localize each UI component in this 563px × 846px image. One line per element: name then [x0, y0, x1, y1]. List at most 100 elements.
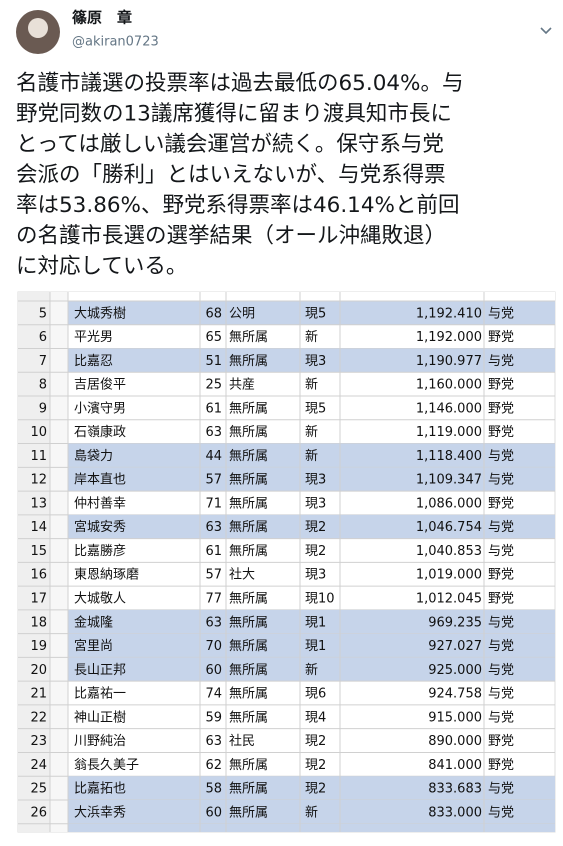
- cell: 無所属: [229, 782, 268, 797]
- cell: 現3: [305, 473, 326, 488]
- cell: 25: [205, 378, 222, 393]
- cell: 現4: [305, 710, 326, 725]
- cell: 1,119.000: [416, 425, 482, 440]
- cell: 野党: [488, 496, 514, 511]
- cell: 62: [205, 758, 222, 773]
- cell: 新: [305, 662, 318, 678]
- cell: 比嘉勝彦: [74, 543, 126, 559]
- user-handle[interactable]: @akiran0723: [72, 35, 159, 50]
- row-number: 7: [39, 354, 47, 369]
- cell: 969.235: [428, 615, 482, 630]
- cell: 925.000: [428, 663, 482, 678]
- cell: 現3: [305, 568, 326, 583]
- cell: 与党: [488, 687, 514, 702]
- cell: 社大: [229, 567, 255, 583]
- cell: 63: [205, 520, 222, 535]
- cell: 比嘉拓也: [74, 782, 126, 797]
- row-partial: [68, 823, 555, 832]
- cell: 915.000: [428, 710, 482, 725]
- row-highlight: [68, 799, 555, 824]
- cell: 与党: [488, 710, 514, 725]
- cell: 57: [205, 568, 222, 583]
- cell: 無所属: [229, 615, 268, 630]
- row-highlight: [68, 776, 555, 800]
- cell: 野党: [488, 592, 514, 607]
- cell: 63: [205, 615, 222, 630]
- cell: 新: [305, 804, 318, 820]
- cell: 833.683: [428, 782, 482, 797]
- tweet-line: 名護市議選の投票率は過去最低の65.04%。与: [16, 71, 463, 96]
- cell: 社民: [229, 733, 255, 749]
- cell: 長山正邦: [74, 663, 126, 678]
- cell: 現3: [305, 496, 326, 511]
- cell: 1,012.045: [416, 592, 482, 607]
- tweet-line: とっては厳しい議会運営が続く。保守系与党: [16, 132, 444, 157]
- cell: 927.027: [428, 639, 482, 654]
- cell: 野党: [488, 758, 514, 773]
- cell: 68: [205, 306, 222, 321]
- row-number: 18: [30, 615, 47, 630]
- cell: 与党: [488, 449, 514, 464]
- cell: 61: [205, 401, 222, 416]
- cell: 841.000: [428, 758, 482, 773]
- cell: 無所属: [229, 496, 268, 511]
- cell: 与党: [488, 639, 514, 654]
- cell: 1,086.000: [416, 496, 482, 511]
- cell: 大城秀樹: [74, 306, 126, 321]
- cell: 現1: [305, 639, 326, 654]
- cell: 与党: [488, 615, 514, 630]
- cell: 川野純治: [74, 734, 126, 749]
- cell: 無所属: [229, 449, 268, 464]
- cell: 現2: [305, 758, 326, 773]
- cell: 公明: [229, 306, 255, 321]
- cell: 65: [205, 330, 222, 345]
- cell: 60: [205, 663, 222, 678]
- cell: 924.758: [428, 687, 482, 702]
- user-name[interactable]: 篠原 章: [72, 9, 132, 27]
- cell: 与党: [488, 663, 514, 678]
- cell: 74: [205, 687, 222, 702]
- cell: 無所属: [229, 330, 268, 345]
- row-number: 17: [30, 592, 47, 607]
- row-highlight: [68, 348, 555, 373]
- cell: 無所属: [229, 425, 268, 440]
- menu-chevron[interactable]: [540, 27, 552, 35]
- row-highlight: [68, 443, 555, 468]
- cell: 新: [305, 424, 318, 440]
- avatar-face: [28, 18, 48, 38]
- row-highlight: [68, 633, 555, 658]
- cell: 東恩納琢磨: [74, 567, 139, 583]
- cell: 無所属: [229, 544, 268, 559]
- cell: 無所属: [229, 354, 268, 369]
- cell: 野党: [488, 568, 514, 583]
- cell: 現5: [305, 401, 326, 416]
- cell: 与党: [488, 520, 514, 535]
- cell: 与党: [488, 473, 514, 488]
- tweet-line: に対応している。: [16, 254, 187, 279]
- cell: 無所属: [229, 687, 268, 702]
- row-number: 23: [30, 734, 47, 749]
- table: 5 大城秀樹 68 公明 現5 1,192.410 与党6 平光男 65 無所属新 1,192.00…: [18, 292, 555, 832]
- cell: 1,109.347: [416, 473, 482, 488]
- cell: 58: [205, 782, 222, 797]
- cell: 無所属: [229, 592, 268, 607]
- cell: 与党: [488, 544, 514, 559]
- cell: 63: [205, 425, 222, 440]
- cell: 石嶺康政: [74, 424, 126, 440]
- cell: 1,019.000: [416, 568, 482, 583]
- tweet-line: 会派の「勝利」とはいえないが、与党系得票: [16, 163, 446, 188]
- row-highlight: [68, 301, 555, 325]
- cell: 翁長久美子: [74, 758, 139, 773]
- cell: 小濱守男: [74, 401, 126, 416]
- cell: 1,160.000: [416, 378, 482, 393]
- row-number: 11: [30, 449, 47, 464]
- cell: 77: [205, 592, 222, 607]
- cell: 無所属: [229, 473, 268, 488]
- cell: 比嘉祐一: [74, 687, 126, 702]
- cell: 野党: [488, 734, 514, 749]
- row-number: 13: [30, 496, 47, 511]
- tweet-line: 野党同数の13議席獲得に留まり渡具知市長に: [16, 102, 452, 127]
- cell: 1,118.400: [416, 449, 482, 464]
- cell: 仲村善幸: [74, 495, 126, 511]
- cell: 野党: [488, 378, 514, 393]
